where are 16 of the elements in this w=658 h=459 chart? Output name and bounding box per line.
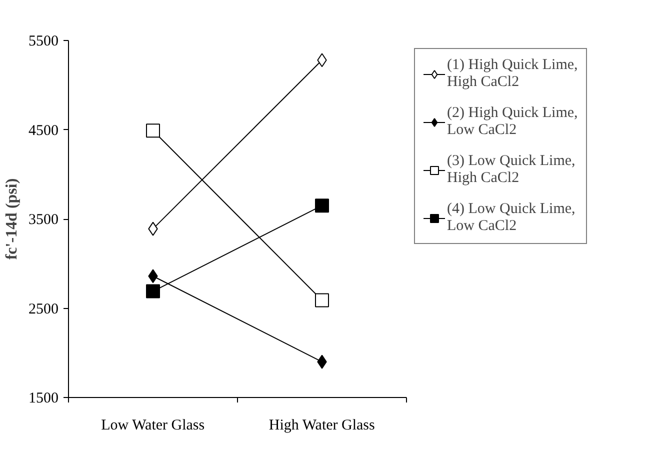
y-tick-label: 4500 [28, 122, 58, 139]
y-tick-label: 1500 [28, 390, 58, 406]
x-tick-label: High Water Glass [268, 418, 376, 434]
point [315, 198, 329, 213]
point [146, 124, 160, 138]
y-axis-title: fc'-14d (psi) [4, 178, 20, 260]
point [315, 293, 329, 308]
legend-label: (4) Low Quick Lime, Low CaCl2 [447, 201, 576, 235]
legend-label: (1) High Quick Lime, High CaCl2 [447, 57, 578, 91]
legend-label: (3) Low Quick Lime, High CaCl2 [447, 153, 576, 187]
point [146, 284, 160, 298]
y-tick-label: 3500 [28, 212, 58, 228]
legend-label: (2) High Quick Lime, Low CaCl2 [447, 105, 578, 139]
y-tick-label: 5500 [28, 34, 58, 50]
y-tick-label: 2500 [28, 301, 58, 318]
x-tick-label: Low Water Glass [101, 418, 205, 434]
